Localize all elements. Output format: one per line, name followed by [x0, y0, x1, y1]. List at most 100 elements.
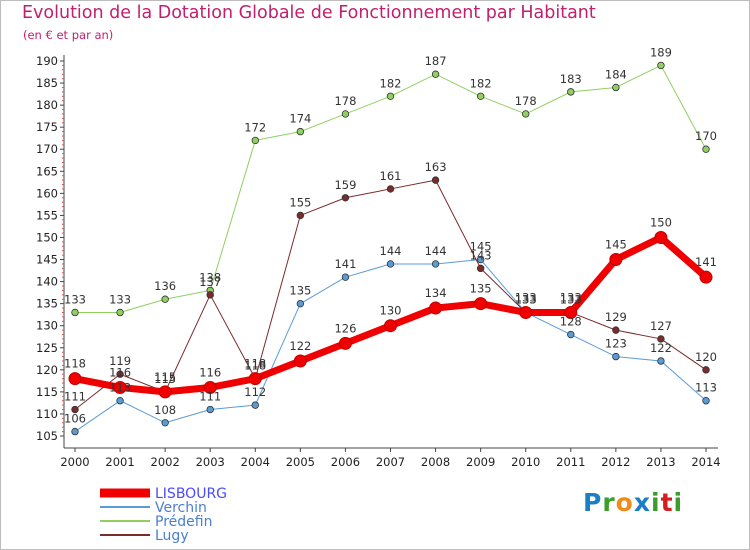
data-label-pr-defin: 136: [154, 279, 176, 293]
data-label-lugy: 119: [109, 354, 131, 368]
series-layer: [68, 61, 713, 436]
x-tick-label: 2013: [646, 455, 675, 469]
x-tick-label: 2010: [511, 455, 540, 469]
point-lisbourg: [293, 354, 307, 368]
legend-label-lisbourg: LISBOURG: [155, 486, 227, 502]
y-tick-label: 145: [36, 253, 58, 267]
logo-letter: i: [651, 488, 661, 517]
x-tick-label: 2003: [196, 455, 225, 469]
y-tick-label: 140: [36, 275, 58, 289]
point-lisbourg: [564, 305, 578, 319]
data-label-lisbourg: 116: [199, 365, 221, 379]
data-label-pr-defin: 178: [334, 94, 356, 108]
y-tick-label: 150: [36, 230, 58, 244]
data-label-verchin: 144: [425, 244, 447, 258]
data-label-lisbourg: 126: [334, 321, 356, 335]
point-verchin: [116, 397, 124, 405]
y-tick-label: 135: [36, 297, 58, 311]
data-label-lugy: 137: [199, 275, 221, 289]
data-label-lugy: 115: [154, 372, 176, 386]
x-tick-label: 2012: [601, 455, 630, 469]
chart-subtitle: (en € et par an): [23, 28, 114, 42]
data-label-verchin: 106: [64, 412, 86, 426]
data-label-lisbourg: 150: [650, 215, 672, 229]
data-label-pr-defin: 183: [560, 72, 582, 86]
data-label-verchin: 133: [515, 292, 537, 306]
point-lisbourg: [699, 270, 713, 284]
data-label-pr-defin: 174: [289, 112, 311, 126]
data-label-lugy: 129: [605, 310, 627, 324]
x-tick-label: 2007: [376, 455, 405, 469]
x-tick-label: 2008: [421, 455, 450, 469]
data-label-verchin: 113: [109, 381, 131, 395]
chart-title: Evolution de la Dotation Globale de Fonc…: [22, 3, 596, 23]
data-label-lisbourg: 130: [380, 304, 402, 318]
y-tick-label: 105: [36, 429, 58, 443]
proxiti-logo: Proxiti: [583, 488, 683, 517]
data-label-verchin: 108: [154, 403, 176, 417]
data-label-pr-defin: 133: [64, 292, 86, 306]
axes: 105 110 115 120 125 130 135 140 145 150 155 160 165 1…: [36, 54, 721, 469]
data-label-lugy: 133: [515, 292, 537, 306]
x-tick-label: 2011: [556, 455, 585, 469]
y-tick-label: 155: [36, 208, 58, 222]
data-label-lugy: 127: [650, 319, 672, 333]
point-pr-defin: [341, 110, 350, 118]
legend-label-lugy: Lugy: [155, 528, 189, 544]
point-lisbourg: [429, 301, 443, 315]
data-label-pr-defin: 138: [199, 270, 221, 284]
point-lugy: [612, 326, 620, 334]
data-label-lugy: 120: [695, 350, 717, 364]
data-label-lisbourg: 141: [695, 255, 717, 269]
data-label-verchin: 122: [650, 341, 672, 355]
y-tick-label: 185: [36, 76, 58, 90]
point-lisbourg: [248, 372, 262, 386]
legend-label-verchin: Verchin: [155, 500, 207, 516]
point-verchin: [702, 397, 710, 405]
point-pr-defin: [161, 295, 169, 303]
x-tick-label: 2009: [466, 455, 495, 469]
point-verchin: [567, 330, 575, 339]
data-label-lisbourg: 133: [515, 290, 537, 304]
y-tick-label: 170: [36, 142, 58, 156]
data-label-lisbourg: 133: [560, 290, 582, 304]
data-label-lisbourg: 118: [244, 357, 266, 371]
point-verchin: [612, 352, 620, 361]
point-lisbourg: [68, 372, 82, 386]
point-pr-defin: [296, 127, 305, 136]
point-verchin: [386, 260, 395, 268]
data-label-pr-defin: 133: [109, 292, 131, 306]
point-verchin: [476, 255, 485, 264]
point-lugy: [71, 405, 79, 414]
point-lisbourg: [158, 385, 172, 399]
point-pr-defin: [702, 145, 710, 153]
x-tick-label: 2000: [60, 455, 89, 469]
point-pr-defin: [567, 88, 575, 96]
legend-label-pr-defin: Prédefin: [155, 514, 212, 530]
data-label-lisbourg: 116: [109, 365, 131, 379]
y-tick-label: 130: [36, 319, 58, 333]
point-pr-defin: [71, 308, 79, 317]
point-pr-defin: [431, 70, 440, 78]
data-label-verchin: 144: [380, 244, 402, 258]
logo-letter: P: [583, 488, 603, 517]
x-tick-label: 2004: [241, 455, 270, 469]
x-tick-label: 2014: [691, 455, 720, 469]
data-label-verchin: 111: [199, 390, 221, 404]
data-label-lisbourg: 115: [154, 370, 176, 384]
data-label-pr-defin: 172: [244, 120, 266, 134]
data-label-lugy: 143: [470, 248, 492, 262]
point-lugy: [702, 366, 710, 374]
data-label-pr-defin: 170: [695, 129, 717, 143]
point-verchin: [251, 401, 259, 409]
data-label-verchin: 141: [334, 257, 356, 271]
point-lisbourg: [384, 319, 397, 333]
point-lisbourg: [519, 305, 533, 319]
data-label-lisbourg: 122: [289, 339, 311, 353]
x-tick-label: 2006: [331, 455, 360, 469]
y-tick-label: 175: [36, 120, 58, 134]
data-label-pr-defin: 178: [515, 94, 537, 108]
data-label-lugy: 133: [560, 292, 582, 306]
